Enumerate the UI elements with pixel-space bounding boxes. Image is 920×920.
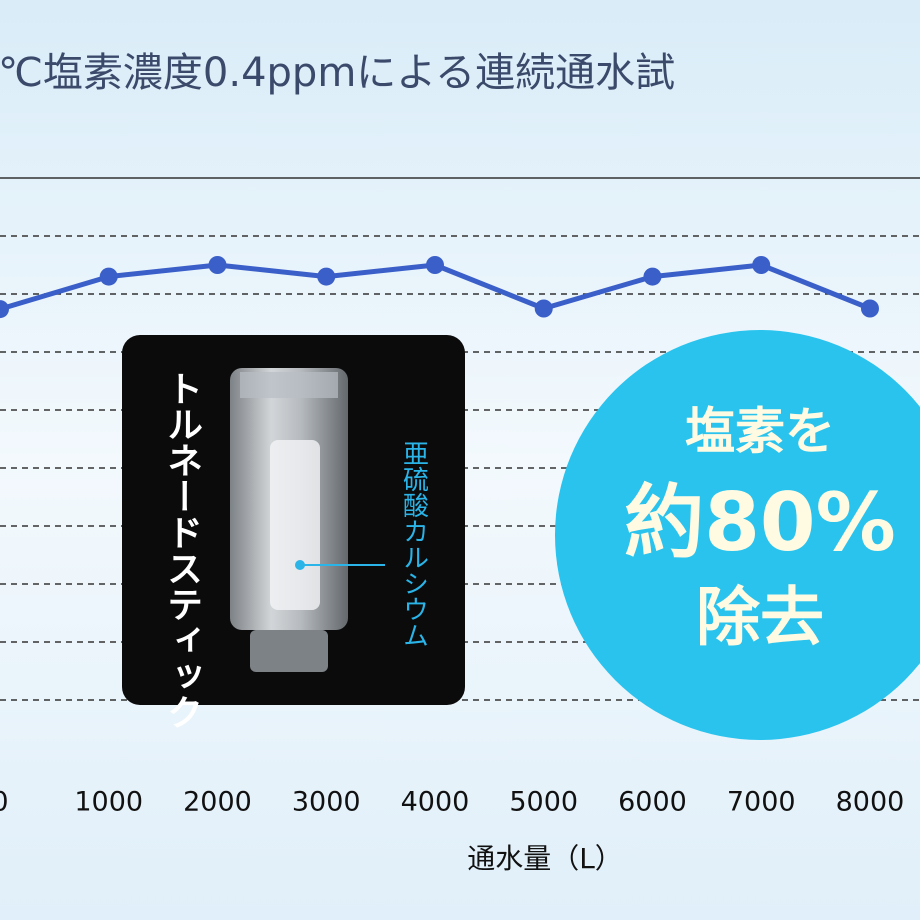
- point: [425, 256, 444, 274]
- product-box: トルネードスティック 亜硫酸カルシウム: [122, 335, 465, 730]
- x-tick-label: 2000: [183, 787, 252, 818]
- ingredient-label: 亜硫酸カルシウム: [399, 440, 429, 648]
- point: [99, 267, 118, 286]
- x-tick-label: 0: [0, 787, 9, 818]
- point: [643, 267, 662, 286]
- badge-line: 約80%: [624, 476, 895, 569]
- point: [0, 300, 9, 319]
- point: [208, 256, 227, 274]
- point: [534, 299, 553, 318]
- x-tick-label: 1000: [74, 787, 143, 818]
- badge: 塩素を 約80% 除去: [555, 330, 920, 740]
- product-label: トルネードスティック: [161, 370, 202, 730]
- badge-line: 塩素を: [685, 403, 835, 461]
- x-tick-label: 6000: [618, 787, 687, 818]
- chart-title: ℃塩素濃度0.4ppmによる連続通水試: [0, 50, 675, 96]
- x-tick-label: 4000: [401, 787, 470, 818]
- x-tick-label: 8000: [836, 787, 905, 818]
- point: [860, 299, 879, 318]
- badge-line: 除去: [696, 582, 824, 656]
- x-axis-label: 通水量（L）: [467, 842, 623, 875]
- x-tick-label: 7000: [727, 787, 796, 818]
- point: [752, 256, 771, 274]
- x-tick-label: 5000: [509, 787, 578, 818]
- x-tick-label: 3000: [292, 787, 361, 818]
- point: [317, 267, 336, 286]
